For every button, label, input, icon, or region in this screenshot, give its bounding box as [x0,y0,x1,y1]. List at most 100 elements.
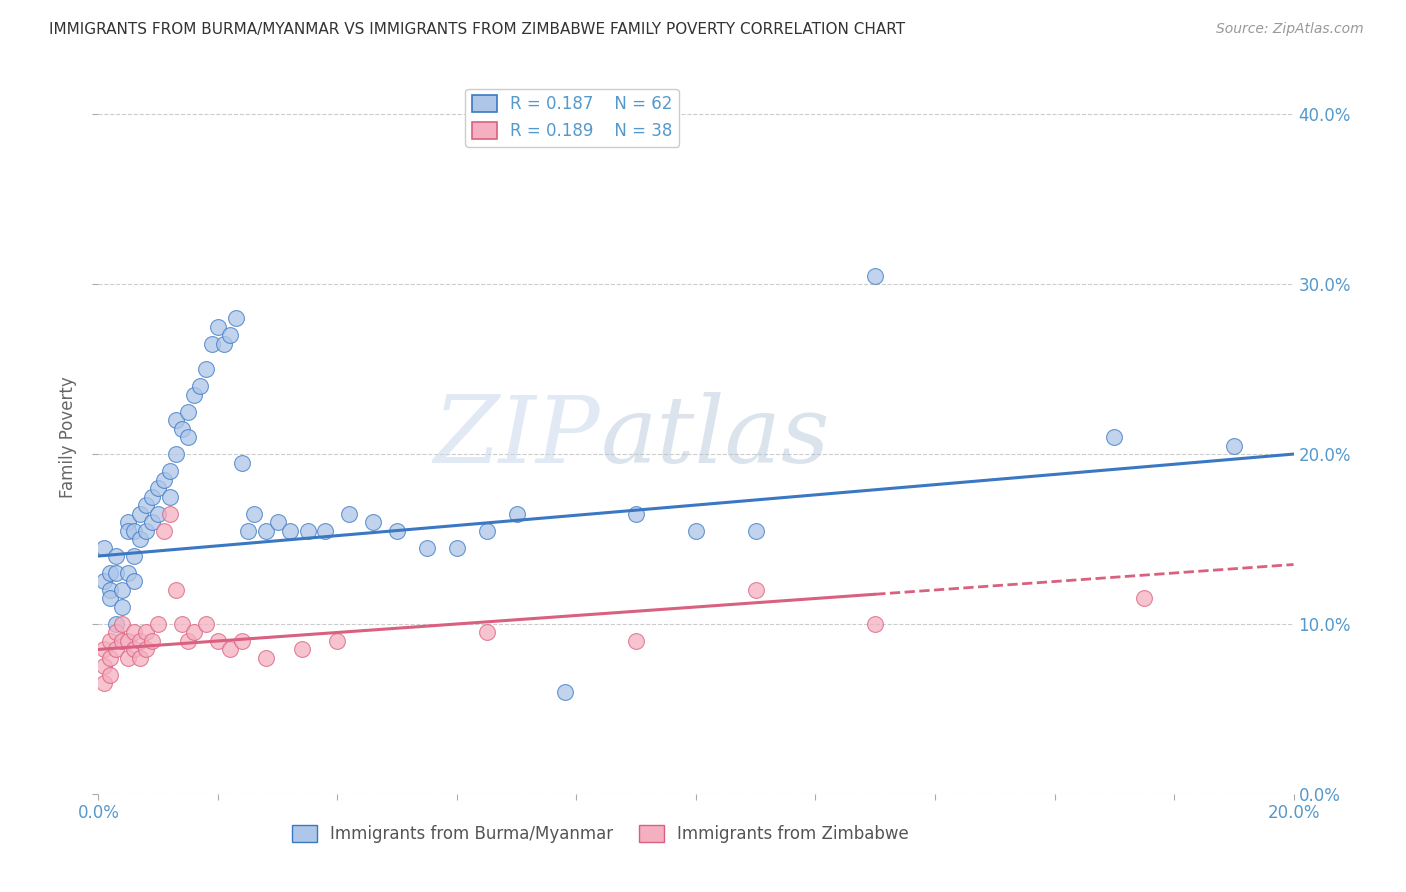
Legend: Immigrants from Burma/Myanmar, Immigrants from Zimbabwe: Immigrants from Burma/Myanmar, Immigrant… [285,818,915,850]
Point [219,642,242,657]
Point [111,582,134,597]
Point [135,524,157,538]
Point [141,515,163,529]
Y-axis label: Family Poverty: Family Poverty [59,376,77,498]
Point [98,651,122,665]
Point [506,507,529,521]
Point [117,634,139,648]
Point [93,676,115,690]
Point [124,642,146,657]
Point [177,430,200,444]
Point [159,507,181,521]
Point [207,319,229,334]
Point [416,541,439,555]
Point [231,456,253,470]
Point [129,651,152,665]
Point [141,634,163,648]
Text: atlas: atlas [600,392,830,482]
Point [685,524,707,538]
Point [129,507,152,521]
Point [135,625,157,640]
Point [93,659,115,673]
Point [124,524,146,538]
Point [254,651,277,665]
Point [745,582,768,597]
Point [117,566,139,580]
Point [172,617,194,632]
Point [183,625,205,640]
Point [153,524,176,538]
Point [98,591,122,606]
Point [117,515,139,529]
Point [148,481,170,495]
Point [254,524,277,538]
Point [326,634,349,648]
Point [105,625,128,640]
Point [212,336,235,351]
Point [278,524,301,538]
Point [201,336,224,351]
Point [1133,591,1156,606]
Point [363,515,385,529]
Point [98,582,122,597]
Point [124,625,146,640]
Point [1223,439,1246,453]
Point [124,574,146,589]
Point [98,634,122,648]
Point [475,524,498,538]
Point [129,634,152,648]
Point [135,642,157,657]
Point [111,634,134,648]
Point [177,634,200,648]
Point [153,473,176,487]
Point [93,574,115,589]
Point [236,524,259,538]
Point [745,524,768,538]
Point [93,541,115,555]
Point [105,549,128,563]
Point [93,642,115,657]
Point [446,541,468,555]
Point [1104,430,1126,444]
Point [124,549,146,563]
Point [135,498,157,512]
Point [188,379,211,393]
Point [159,464,181,478]
Point [339,507,361,521]
Point [172,421,194,435]
Point [141,490,163,504]
Point [225,311,247,326]
Point [195,362,218,376]
Point [105,566,128,580]
Point [267,515,290,529]
Point [159,490,181,504]
Text: ZIP: ZIP [433,392,600,482]
Point [177,404,200,418]
Text: IMMIGRANTS FROM BURMA/MYANMAR VS IMMIGRANTS FROM ZIMBABWE FAMILY POVERTY CORRELA: IMMIGRANTS FROM BURMA/MYANMAR VS IMMIGRA… [49,22,905,37]
Point [315,524,337,538]
Point [195,617,218,632]
Point [111,617,134,632]
Point [219,328,242,343]
Text: Source: ZipAtlas.com: Source: ZipAtlas.com [1216,22,1364,37]
Point [626,634,648,648]
Point [183,387,205,401]
Point [105,642,128,657]
Point [111,599,134,614]
Point [865,268,887,283]
Point [105,617,128,632]
Point [148,507,170,521]
Point [148,617,170,632]
Point [98,566,122,580]
Point [865,617,887,632]
Point [98,668,122,682]
Point [297,524,319,538]
Point [117,524,139,538]
Point [385,524,409,538]
Point [165,447,187,461]
Point [117,651,139,665]
Point [243,507,266,521]
Point [626,507,648,521]
Point [475,625,498,640]
Point [554,685,576,699]
